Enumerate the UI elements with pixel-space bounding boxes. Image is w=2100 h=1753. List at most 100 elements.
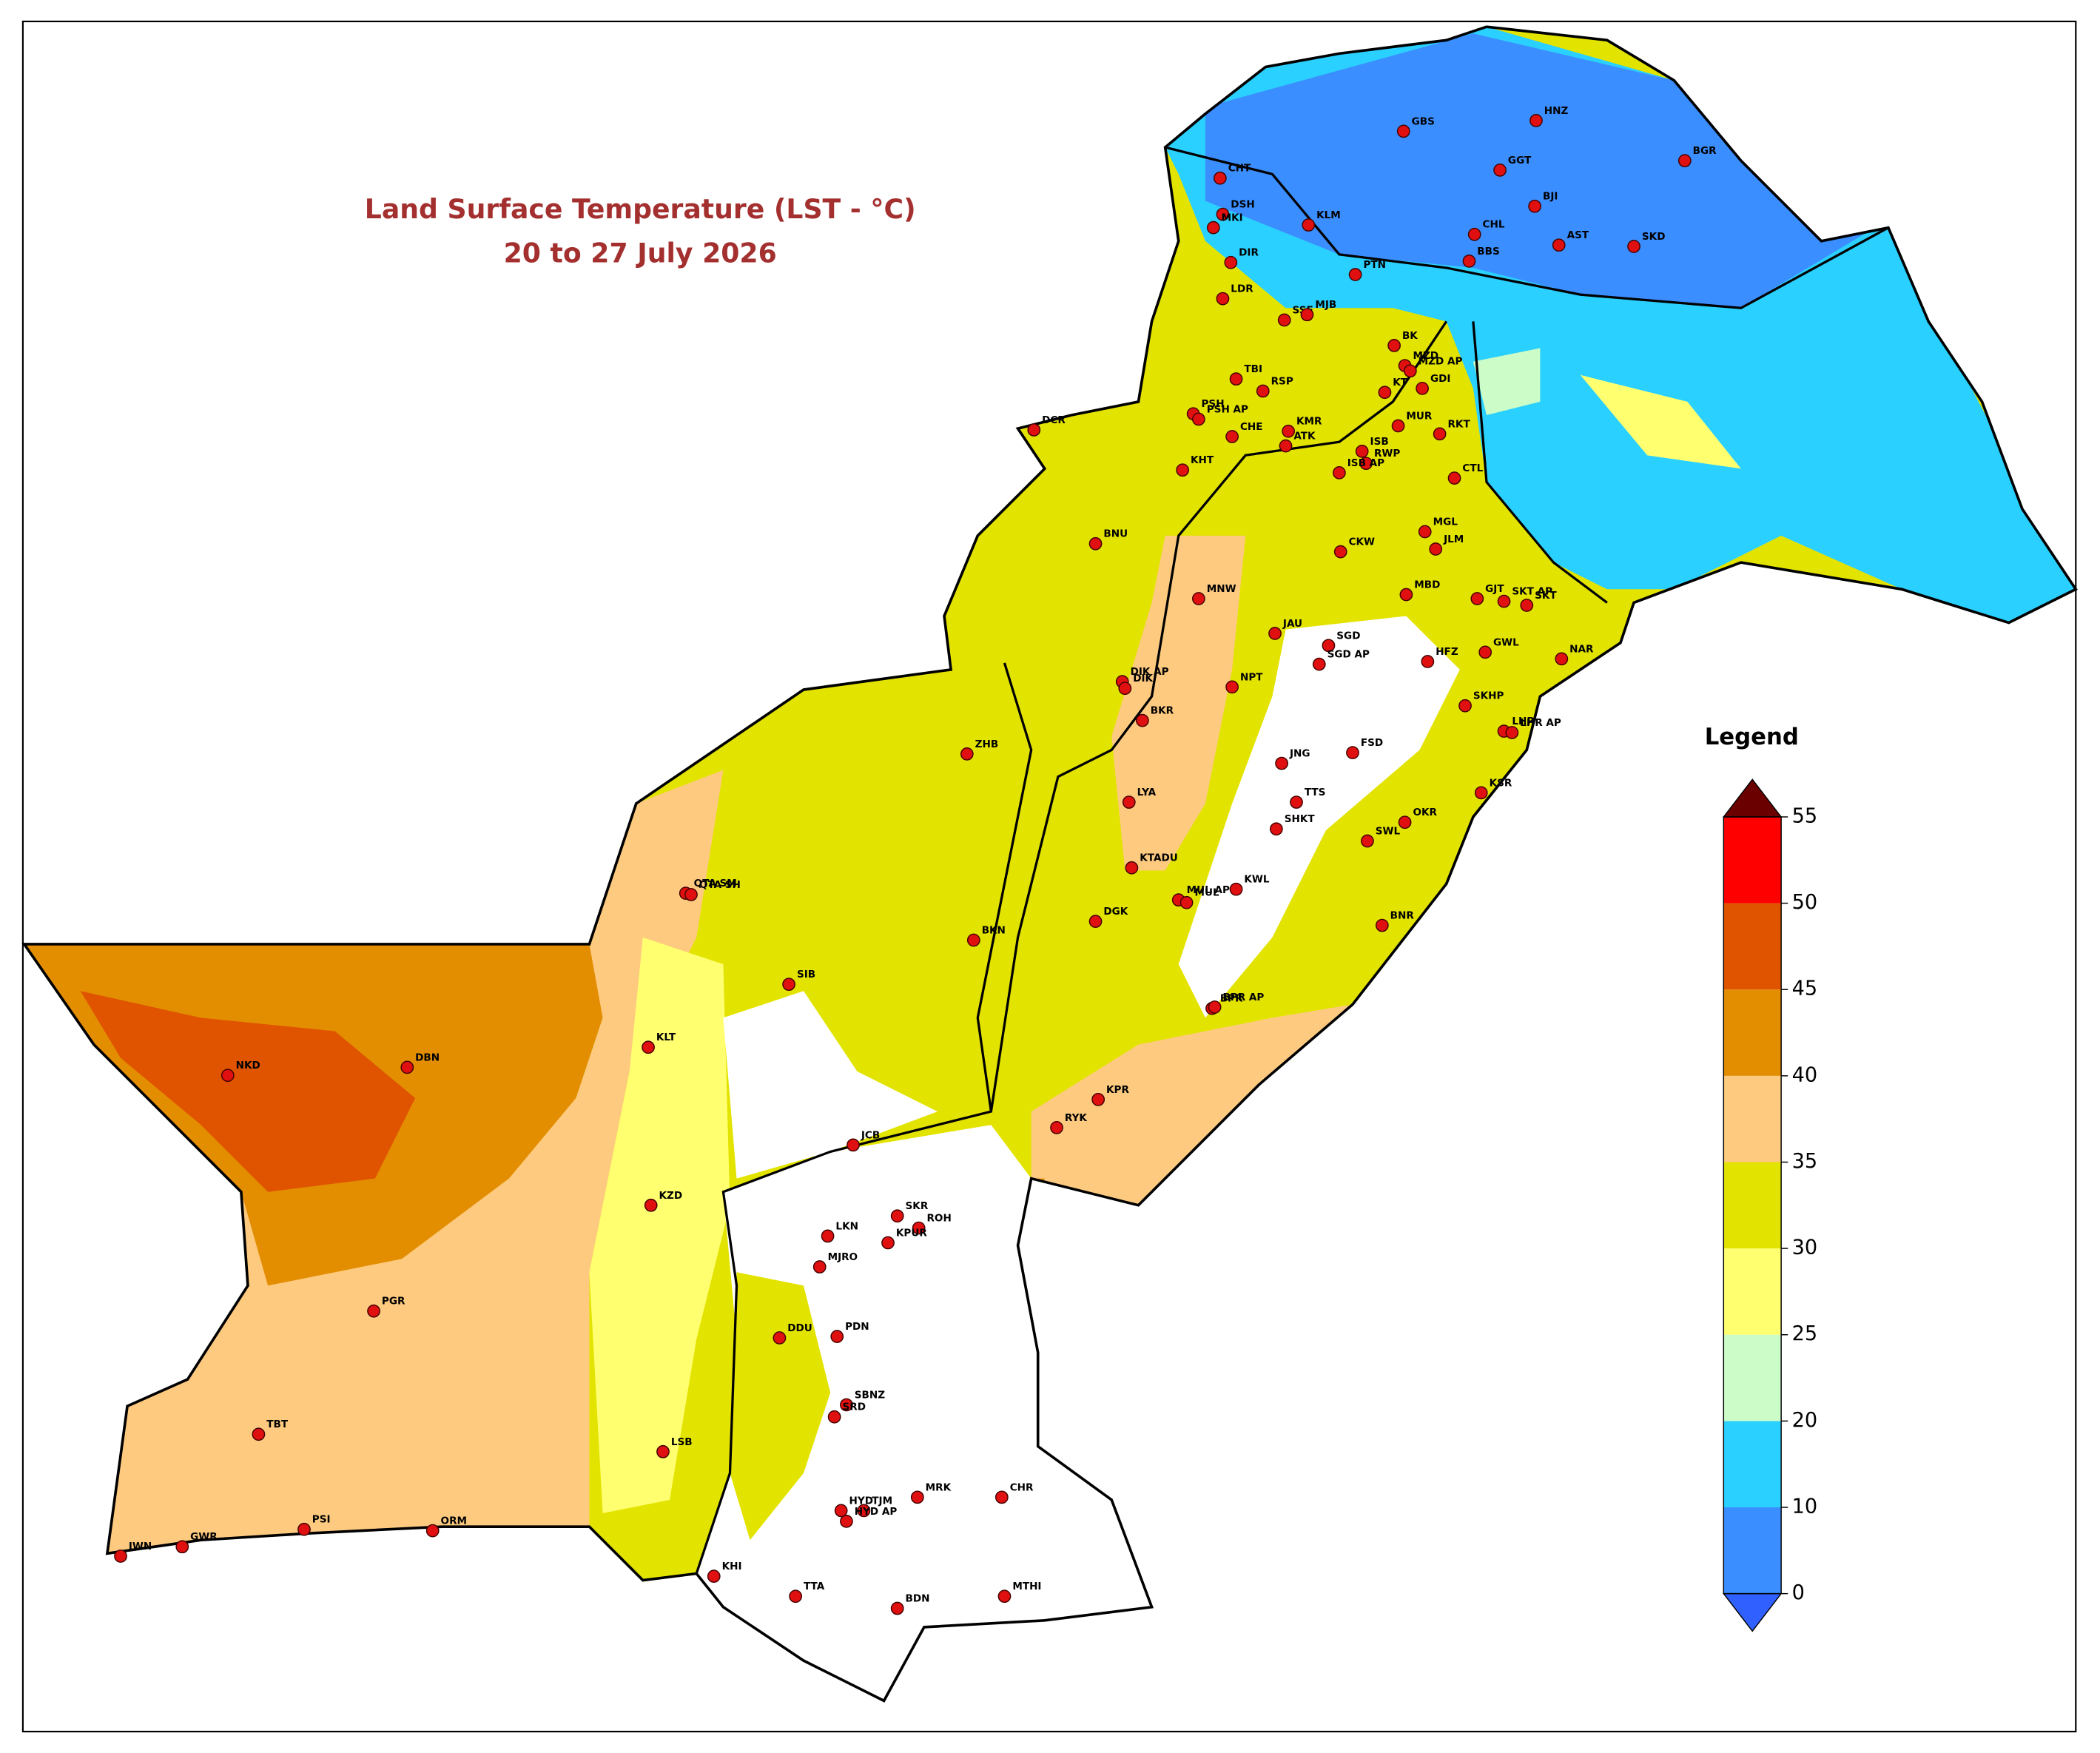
station-marker bbox=[912, 1221, 926, 1235]
station-marker bbox=[834, 1504, 848, 1518]
station-label: KLT bbox=[656, 1032, 676, 1043]
station-marker bbox=[910, 1490, 924, 1504]
station-label: MNW bbox=[1207, 583, 1236, 595]
station-marker bbox=[1192, 412, 1205, 426]
station-marker bbox=[1416, 381, 1429, 395]
station-label: LKN bbox=[835, 1220, 858, 1232]
station-marker bbox=[1348, 268, 1362, 281]
station-marker bbox=[1229, 372, 1243, 386]
station-label: TBI bbox=[1244, 363, 1262, 375]
station-marker bbox=[1312, 657, 1326, 671]
station-marker bbox=[1375, 918, 1389, 932]
station-marker bbox=[1290, 795, 1303, 809]
station-label: PSI bbox=[312, 1514, 331, 1526]
station-marker bbox=[1206, 221, 1220, 235]
station-label: CKW bbox=[1349, 536, 1375, 548]
station-label: SRD bbox=[842, 1402, 865, 1413]
station-label: DGK bbox=[1103, 906, 1128, 918]
station-label: DIR bbox=[1239, 247, 1259, 259]
station-marker bbox=[1125, 861, 1139, 875]
station-label: GDI bbox=[1430, 373, 1450, 385]
station-label: CHE bbox=[1240, 421, 1263, 433]
colorbar-segment bbox=[1723, 1507, 1782, 1594]
station-label: DBN bbox=[415, 1052, 440, 1063]
station-label: OKR bbox=[1413, 807, 1437, 818]
station-marker bbox=[1333, 545, 1347, 559]
station-marker bbox=[1322, 639, 1336, 653]
station-label: KHI bbox=[722, 1561, 742, 1572]
station-label: KT bbox=[1393, 377, 1408, 388]
station-marker bbox=[1282, 424, 1296, 438]
station-marker bbox=[1474, 786, 1488, 800]
station-marker bbox=[1387, 339, 1401, 352]
station-label: BNU bbox=[1103, 528, 1128, 540]
station-marker bbox=[1470, 592, 1484, 605]
station-label: LSB bbox=[671, 1436, 693, 1448]
station-marker bbox=[1277, 313, 1291, 327]
station-marker bbox=[1462, 255, 1476, 268]
station-label: DIK AP bbox=[1131, 666, 1169, 678]
station-label: QTA SM bbox=[694, 878, 737, 889]
station-label: GWL bbox=[1493, 636, 1519, 648]
station-marker bbox=[1403, 364, 1417, 378]
station-marker bbox=[1225, 430, 1239, 443]
station-marker bbox=[175, 1540, 189, 1554]
station-marker bbox=[114, 1550, 127, 1563]
station-marker bbox=[1224, 255, 1238, 269]
station-label: SKD bbox=[1642, 231, 1666, 243]
province-border bbox=[695, 146, 1889, 1575]
station-marker bbox=[881, 1236, 895, 1250]
station-label: GGT bbox=[1508, 155, 1532, 166]
station-label: LHR bbox=[1512, 716, 1535, 727]
station-marker bbox=[252, 1427, 266, 1441]
station-marker bbox=[1458, 699, 1472, 713]
station-marker bbox=[1176, 463, 1190, 477]
station-label: SBNZ bbox=[855, 1389, 885, 1401]
station-label: MZD bbox=[1413, 350, 1438, 362]
station-label: HFZ bbox=[1436, 646, 1458, 658]
station-label: SHKT bbox=[1285, 813, 1316, 825]
station-label: MUL AP bbox=[1187, 884, 1230, 896]
station-label: SKHP bbox=[1473, 690, 1504, 702]
station-marker bbox=[1118, 682, 1132, 696]
legend-title: Legend bbox=[1705, 724, 1799, 750]
colorbar-tick-label: 40 bbox=[1792, 1063, 1818, 1086]
station-marker bbox=[1268, 627, 1282, 640]
station-marker bbox=[1275, 756, 1288, 770]
station-label: HYD bbox=[849, 1495, 873, 1507]
station-marker bbox=[782, 978, 795, 992]
station-label: MUL bbox=[1194, 887, 1219, 899]
colorbar-outline bbox=[1723, 816, 1782, 1595]
station-marker bbox=[960, 747, 974, 761]
station-marker bbox=[400, 1060, 414, 1074]
station-marker bbox=[642, 1040, 655, 1054]
station-marker bbox=[1216, 207, 1230, 221]
station-marker bbox=[847, 1138, 860, 1152]
station-label: CHL bbox=[1483, 219, 1505, 231]
station-marker bbox=[1208, 1000, 1222, 1014]
station-marker bbox=[1122, 795, 1136, 809]
station-label: BGR bbox=[1693, 145, 1717, 157]
station-marker bbox=[773, 1331, 787, 1345]
station-marker bbox=[840, 1398, 853, 1412]
colorbar-tick-label: 55 bbox=[1792, 804, 1818, 827]
station-label: CTL bbox=[1462, 462, 1483, 474]
station-label: ISB bbox=[1370, 436, 1389, 448]
colorbar-segment bbox=[1723, 1248, 1782, 1335]
station-marker bbox=[1346, 746, 1359, 759]
station-marker bbox=[1027, 423, 1041, 437]
colorbar-tick-label: 25 bbox=[1792, 1322, 1818, 1345]
station-marker bbox=[1429, 542, 1443, 556]
station-label: JLM bbox=[1443, 534, 1464, 545]
colorbar-segment bbox=[1723, 816, 1782, 904]
station-label: TTS bbox=[1305, 787, 1326, 798]
station-marker bbox=[890, 1601, 904, 1615]
station-label: MJRO bbox=[828, 1251, 858, 1263]
station-marker bbox=[1378, 386, 1392, 400]
station-marker bbox=[367, 1304, 380, 1318]
colorbar-tick-label: 0 bbox=[1792, 1581, 1805, 1604]
station-label: BNR bbox=[1390, 910, 1415, 922]
station-label: KPUR bbox=[896, 1227, 927, 1239]
station-label: SKT AP bbox=[1512, 586, 1552, 598]
